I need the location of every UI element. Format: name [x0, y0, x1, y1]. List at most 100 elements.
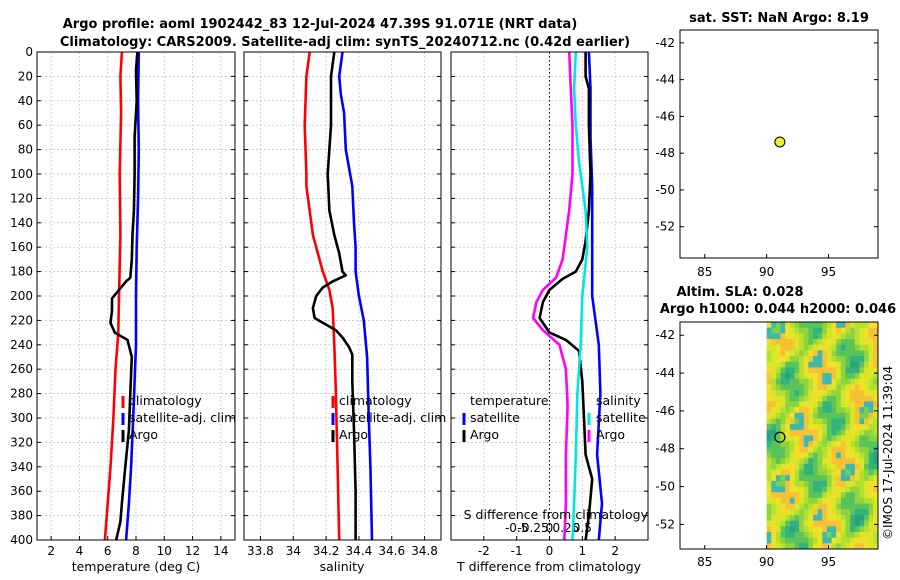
- heatmap-cell: [799, 514, 805, 522]
- heatmap-cell: [873, 384, 878, 391]
- heatmap-cell: [854, 407, 860, 414]
- heatmap-cell: [775, 390, 781, 397]
- heatmap-cell: [771, 486, 777, 493]
- heatmap-cell: [864, 435, 870, 442]
- heatmap-cell: [850, 475, 856, 482]
- heatmap-cell: [845, 543, 851, 549]
- heatmap-cell: [873, 492, 878, 499]
- heatmap-cell: [813, 367, 819, 374]
- heatmap-cell: [868, 373, 874, 380]
- heatmap-cell: [831, 407, 837, 414]
- heatmap-cell: [771, 503, 777, 510]
- heatmap-cell: [822, 446, 828, 453]
- legend-s-argo-label: Argo: [596, 427, 625, 442]
- heatmap-cell: [771, 520, 777, 527]
- heatmap-cell: [817, 407, 823, 414]
- heatmap-cell: [766, 395, 772, 402]
- heatmap-cell: [808, 356, 814, 363]
- heatmap-cell: [868, 356, 874, 363]
- heatmap-cell: [854, 333, 860, 340]
- heatmap-cell: [868, 441, 874, 448]
- heatmap-cell: [850, 361, 856, 368]
- heatmap-cell: [799, 503, 805, 510]
- heatmap-cell: [854, 469, 860, 476]
- heatmap-cell: [868, 344, 874, 351]
- heatmap-cell: [836, 339, 842, 346]
- heatmap-cell: [864, 339, 870, 346]
- heatmap-cell: [817, 480, 823, 487]
- heatmap-cell: [840, 531, 846, 539]
- heatmap-cell: [803, 333, 809, 340]
- heatmap-cell: [826, 322, 832, 329]
- heatmap-cell: [868, 429, 874, 436]
- series-line: [124, 52, 141, 540]
- heatmap-cell: [803, 424, 809, 431]
- heatmap-cell: [794, 537, 800, 544]
- heatmap-cell: [775, 361, 781, 368]
- heatmap-cell: [826, 526, 832, 533]
- heatmap-cell: [826, 441, 832, 448]
- heatmap-cell: [864, 356, 870, 363]
- heatmap-cell: [868, 322, 874, 329]
- heatmap-cell: [799, 458, 805, 465]
- heatmap-cell: [799, 418, 805, 425]
- y-tick-label: 40: [18, 94, 33, 108]
- heatmap-cell: [799, 429, 805, 436]
- heatmap-cell: [864, 458, 870, 465]
- x-tick-label: 34.4: [346, 544, 373, 558]
- series-line: [587, 52, 604, 540]
- heatmap-cell: [808, 412, 814, 419]
- legend-climatology-label: climatology: [339, 393, 412, 408]
- heatmap-cell: [836, 395, 842, 402]
- heatmap-cell: [859, 339, 865, 346]
- heatmap-cell: [873, 480, 878, 487]
- heatmap-cell: [831, 412, 837, 419]
- temperature-xlabel: temperature (deg C): [72, 559, 201, 574]
- heatmap-cell: [780, 367, 786, 374]
- heatmap-cell: [873, 350, 878, 357]
- heatmap-cell: [836, 514, 842, 522]
- heatmap-cell: [850, 520, 856, 527]
- heatmap-cell: [873, 537, 878, 544]
- heatmap-cell: [840, 543, 846, 549]
- heatmap-cell: [836, 526, 842, 533]
- heatmap-cell: [822, 497, 828, 504]
- heatmap-cell: [785, 344, 791, 351]
- heatmap-cell: [785, 526, 791, 533]
- heatmap-cell: [808, 531, 814, 539]
- heatmap-cell: [789, 503, 795, 510]
- heatmap-cell: [822, 435, 828, 442]
- heatmap-cell: [840, 373, 846, 380]
- heatmap-cell: [840, 356, 846, 363]
- heatmap-cell: [775, 469, 781, 476]
- heatmap-cell: [826, 463, 832, 470]
- heatmap-cell: [864, 486, 870, 493]
- heatmap-cell: [794, 503, 800, 510]
- heatmap-cell: [808, 469, 814, 476]
- heatmap-cell: [873, 407, 878, 414]
- heatmap-cell: [813, 458, 819, 465]
- heatmap-cell: [831, 339, 837, 346]
- heatmap-cell: [850, 492, 856, 499]
- heatmap-cell: [850, 378, 856, 385]
- heatmap-cell: [854, 537, 860, 544]
- heatmap-cell: [868, 390, 874, 397]
- heatmap-cell: [794, 412, 800, 419]
- x-tick-label: -2: [478, 544, 490, 558]
- heatmap-cell: [864, 407, 870, 414]
- heatmap-cell: [859, 407, 865, 414]
- heatmap-cell: [836, 429, 842, 436]
- heatmap-cell: [859, 526, 865, 533]
- heatmap-cell: [785, 452, 791, 459]
- legend-argo-label: Argo: [129, 427, 158, 442]
- y-tick-label: 60: [18, 118, 33, 132]
- heatmap-cell: [822, 543, 828, 549]
- heatmap-cell: [845, 373, 851, 380]
- heatmap-cell: [831, 350, 837, 357]
- heatmap-cell: [817, 367, 823, 374]
- heatmap-cell: [817, 356, 823, 363]
- heatmap-cell: [771, 378, 777, 385]
- heatmap-cell: [785, 514, 791, 522]
- title-line-1: Argo profile: aoml 1902442_83 12-Jul-202…: [63, 17, 578, 32]
- y-tick-label: 400: [10, 533, 33, 547]
